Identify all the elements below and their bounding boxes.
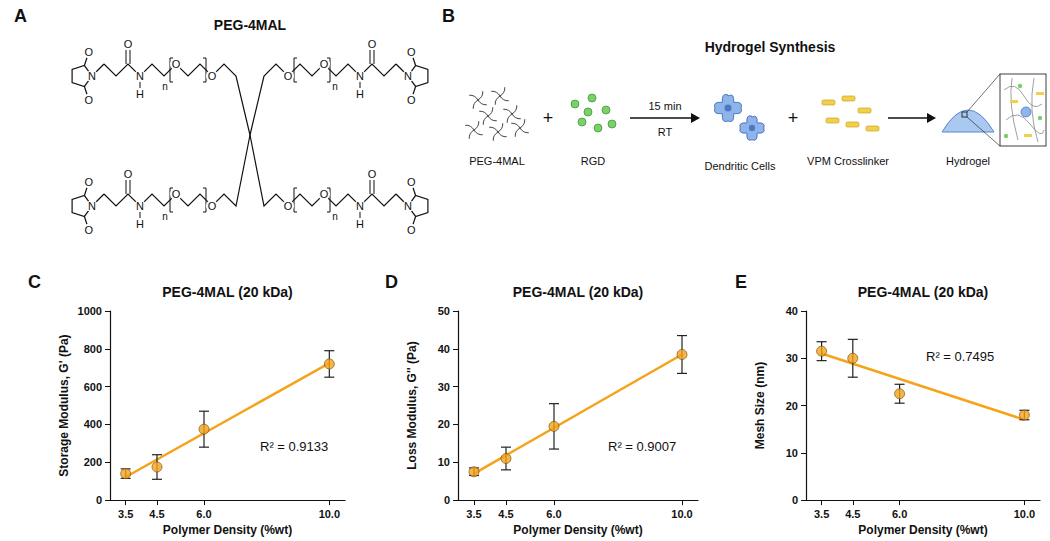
svg-text:3.5: 3.5: [814, 508, 829, 520]
svg-text:Storage Modulus, G' (Pa): Storage Modulus, G' (Pa): [57, 334, 71, 476]
svg-text:N: N: [88, 200, 96, 212]
svg-text:10: 10: [786, 447, 798, 459]
svg-text:O: O: [284, 200, 293, 212]
svg-text:10.0: 10.0: [319, 508, 340, 520]
svg-text:E: E: [735, 272, 747, 292]
svg-text:RGD: RGD: [581, 155, 606, 167]
svg-text:40: 40: [438, 343, 450, 355]
svg-text:400: 400: [84, 418, 102, 430]
svg-text:N: N: [356, 70, 364, 82]
svg-text:+: +: [788, 108, 799, 128]
svg-text:PEG-4MAL (20 kDa): PEG-4MAL (20 kDa): [513, 284, 643, 300]
svg-text:10.0: 10.0: [1014, 508, 1035, 520]
svg-text:PEG-4MAL: PEG-4MAL: [469, 155, 525, 167]
svg-text:N: N: [404, 70, 412, 82]
svg-text:n: n: [332, 81, 338, 92]
svg-text:50: 50: [438, 305, 450, 317]
svg-text:O: O: [368, 168, 377, 180]
svg-text:N: N: [88, 70, 96, 82]
svg-text:B: B: [442, 6, 455, 26]
svg-text:N: N: [404, 200, 412, 212]
svg-text:200: 200: [84, 456, 102, 468]
svg-text:0: 0: [444, 494, 450, 506]
svg-text:O: O: [407, 46, 416, 58]
svg-text:R² = 0.9133: R² = 0.9133: [260, 439, 328, 454]
svg-text:30: 30: [786, 352, 798, 364]
svg-text:30: 30: [438, 381, 450, 393]
svg-text:Polymer Density (%wt): Polymer Density (%wt): [163, 523, 292, 537]
svg-text:O: O: [84, 94, 93, 106]
svg-text:O: O: [124, 168, 133, 180]
svg-text:C: C: [28, 272, 41, 292]
svg-text:6.0: 6.0: [196, 508, 211, 520]
svg-text:O: O: [84, 176, 93, 188]
svg-text:RT: RT: [658, 126, 673, 138]
svg-text:H: H: [136, 218, 144, 230]
svg-text:PEG-4MAL (20 kDa): PEG-4MAL (20 kDa): [162, 284, 292, 300]
svg-text:Loss Modulus, G'' (Pa): Loss Modulus, G'' (Pa): [405, 341, 419, 469]
svg-text:20: 20: [786, 400, 798, 412]
svg-text:Hydrogel Synthesis: Hydrogel Synthesis: [705, 39, 836, 55]
svg-text:O: O: [284, 70, 293, 82]
svg-text:Polymer Density (%wt): Polymer Density (%wt): [513, 523, 642, 537]
svg-text:n: n: [162, 211, 168, 222]
svg-text:Mesh Size (nm): Mesh Size (nm): [753, 362, 767, 449]
svg-text:3.5: 3.5: [466, 508, 481, 520]
svg-text:O: O: [320, 188, 329, 200]
svg-text:3.5: 3.5: [118, 508, 133, 520]
svg-text:N: N: [136, 70, 144, 82]
svg-text:4.5: 4.5: [498, 508, 513, 520]
svg-text:15 min: 15 min: [648, 100, 681, 112]
svg-text:20: 20: [438, 418, 450, 430]
svg-text:PEG-4MAL: PEG-4MAL: [214, 17, 287, 33]
svg-text:O: O: [407, 94, 416, 106]
svg-text:40: 40: [786, 305, 798, 317]
svg-text:N: N: [356, 200, 364, 212]
svg-text:4.5: 4.5: [149, 508, 164, 520]
svg-text:800: 800: [84, 343, 102, 355]
svg-text:H: H: [356, 218, 364, 230]
svg-text:n: n: [332, 211, 338, 222]
svg-text:O: O: [84, 46, 93, 58]
svg-text:O: O: [368, 38, 377, 50]
svg-text:O: O: [407, 224, 416, 236]
svg-text:O: O: [172, 58, 181, 70]
svg-text:N: N: [136, 200, 144, 212]
svg-text:Dendritic Cells: Dendritic Cells: [705, 160, 776, 172]
svg-text:6.0: 6.0: [546, 508, 561, 520]
svg-text:VPM Crosslinker: VPM Crosslinker: [807, 155, 889, 167]
svg-text:Hydrogel: Hydrogel: [946, 155, 990, 167]
svg-text:0: 0: [792, 494, 798, 506]
svg-text:O: O: [208, 70, 217, 82]
svg-text:O: O: [124, 38, 133, 50]
svg-text:PEG-4MAL (20 kDa): PEG-4MAL (20 kDa): [858, 284, 988, 300]
svg-text:H: H: [356, 88, 364, 100]
svg-text:6.0: 6.0: [892, 508, 907, 520]
svg-text:10: 10: [438, 456, 450, 468]
svg-text:H: H: [136, 88, 144, 100]
svg-text:O: O: [320, 58, 329, 70]
svg-text:A: A: [14, 6, 27, 26]
svg-text:10.0: 10.0: [671, 508, 692, 520]
svg-text:O: O: [84, 224, 93, 236]
svg-text:+: +: [543, 108, 554, 128]
svg-text:n: n: [162, 81, 168, 92]
svg-text:0: 0: [96, 494, 102, 506]
svg-text:O: O: [407, 176, 416, 188]
svg-text:1000: 1000: [78, 305, 102, 317]
svg-text:R² = 0.9007: R² = 0.9007: [608, 439, 676, 454]
svg-text:4.5: 4.5: [845, 508, 860, 520]
svg-text:O: O: [208, 200, 217, 212]
svg-text:600: 600: [84, 381, 102, 393]
svg-text:O: O: [172, 188, 181, 200]
svg-text:D: D: [385, 272, 398, 292]
svg-text:R² = 0.7495: R² = 0.7495: [926, 349, 994, 364]
svg-text:Polymer Density (%wt): Polymer Density (%wt): [858, 523, 987, 537]
